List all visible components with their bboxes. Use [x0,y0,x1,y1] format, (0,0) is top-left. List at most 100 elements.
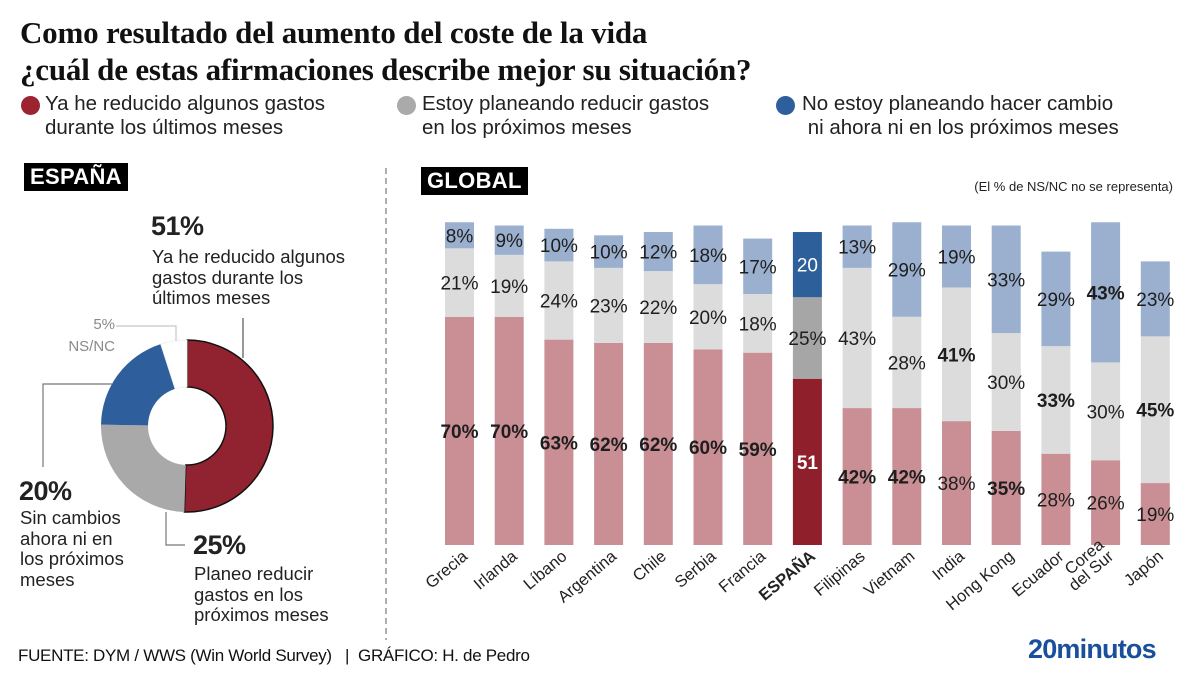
bar-japón: 19% 45% 23% [1136,261,1174,545]
bar-francia: 59% 18% 17% [739,238,777,545]
bar-value-label: 18% [739,314,777,335]
bar-value-label: 33% [1037,391,1075,412]
x-axis-label: Ecuador [1009,547,1068,601]
bar-segment-planning [991,333,1021,431]
bar-value-label: 38% [937,474,975,495]
bar-value-label: 20% [689,308,727,329]
no-change-desc-line: Sin cambios [20,507,121,528]
bar-segment-no-change [445,222,474,249]
bar-grecia: 70% 21% 8% [440,222,479,545]
x-axis-label: Serbia [671,547,720,592]
donut-slice-no-change [101,344,176,426]
nsnc-note: (El % de NS/NC no se representa) [974,179,1173,194]
bar-segment-reduced [544,339,574,545]
bar-value-label: 28% [888,353,926,374]
bar-value-label: 33% [987,270,1025,291]
bar-segment-no-change [594,235,624,268]
bar-segment-planning [693,284,723,350]
bar-segment-no-change [842,225,872,268]
donut-leader-lines [42,318,244,546]
bar-segment-no-change [892,222,922,317]
legend-label-line-2: durante los últimos meses [45,116,284,139]
bar-value-label: 13% [838,238,876,259]
bar-segment-reduced [1041,453,1071,545]
bar-segment-no-change [792,232,822,298]
source-credit: FUENTE: DYM / WWS (Win World Survey) | G… [18,646,530,665]
bar-segment-reduced [842,408,872,545]
bar-corea-del-sur: 26% 30% 43% [1087,222,1125,545]
bar-ecuador: 28% 33% 29% [1037,251,1075,545]
bar-value-label: 63% [540,433,578,454]
bar-value-label: 29% [888,261,926,282]
bar-segment-no-change [1140,261,1170,337]
planning-desc-line: próximos meses [194,604,329,625]
bar-value-label: 43% [838,329,876,350]
bar-segment-reduced [1140,483,1170,545]
reduced-description: Ya he reducido algunos gastos durante lo… [152,246,345,309]
bar-value-label: 24% [540,292,578,313]
leader-line-planning [165,512,185,546]
bar-value-label: 18% [689,246,727,267]
bar-líbano: 63% 24% 10% [540,228,578,545]
bar-segment-planning [792,297,822,379]
bar-value-label: 29% [1037,290,1075,311]
bar-segment-reduced [1091,460,1121,545]
bar-value-label: 62% [639,435,677,456]
bar-value-label: 25% [788,329,826,350]
bar-value-label: 70% [440,422,478,443]
bar-segment-planning [842,267,872,409]
bar-segment-planning [544,261,574,340]
bar-value-label: 8% [446,226,474,247]
blue-circle-icon [776,96,795,115]
planning-pct: 25% [193,530,246,560]
bar-segment-planning [594,267,624,343]
bar-value-label: 35% [987,479,1025,500]
bar-segment-planning [743,293,773,353]
bar-segment-no-change [942,225,971,288]
bar-segment-planning [942,287,971,422]
bar-segment-reduced [743,352,773,545]
bar-value-label: 51 [797,453,819,474]
bar-value-label: 21% [440,274,478,295]
nsnc-pct: 5% [93,316,115,333]
bar-india: 38% 41% 19% [937,225,976,545]
bar-value-label: 10% [590,243,628,264]
global-stacked-bar-chart: 70% 21% 8% 70% 19% 9% 63% 24% 10% 62% 23% 10% 62% 22%… [440,222,1174,545]
reduced-desc-line: últimos meses [152,287,271,308]
bar-value-label: 41% [937,345,975,366]
legend-label-line-1: Estoy planeando reducir gastos [422,92,710,115]
bar-segment-reduced [445,316,474,545]
bar-value-label: 70% [490,422,528,443]
bar-segment-reduced [991,430,1021,545]
bar-segment-reduced [594,342,624,545]
bar-segment-no-change [693,225,723,285]
title-line-1: Como resultado del aumento del coste de … [20,15,648,50]
bar-españa: 51 25% 20 [788,232,827,545]
reduced-desc-line: gastos durante los [152,266,304,288]
bar-segment-no-change [544,228,574,262]
spain-section-tag: ESPAÑA [24,163,128,191]
bar-filipinas: 42% 43% 13% [838,225,876,545]
x-axis-label: India [929,547,969,584]
bar-segment-reduced [892,408,922,545]
x-axis-label: Grecia [422,547,471,593]
planning-description: Planeo reducir gastos en los próximos me… [194,563,329,626]
bar-value-label: 26% [1087,494,1125,515]
bar-segment-reduced [942,421,971,545]
no-change-desc-line: los próximos [20,548,124,569]
brand-logo[interactable]: 20minutos [1028,634,1157,664]
bar-segment-no-change [1041,251,1071,347]
bar-value-label: 23% [590,296,628,317]
legend-label-line-2: en los próximos meses [422,116,632,139]
bar-segment-planning [1140,336,1170,484]
bar-value-label: 19% [1136,505,1174,526]
bar-chile: 62% 22% 12% [639,232,677,545]
bar-segment-no-change [1091,222,1121,363]
bar-value-label: 42% [838,468,876,489]
bar-segment-reduced [693,349,723,545]
bar-value-label: 43% [1087,283,1125,304]
x-axis-label: Japón [1121,547,1167,590]
bar-hong-kong: 35% 30% 33% [987,225,1025,545]
chart-title: Como resultado del aumento del coste de … [20,14,751,88]
